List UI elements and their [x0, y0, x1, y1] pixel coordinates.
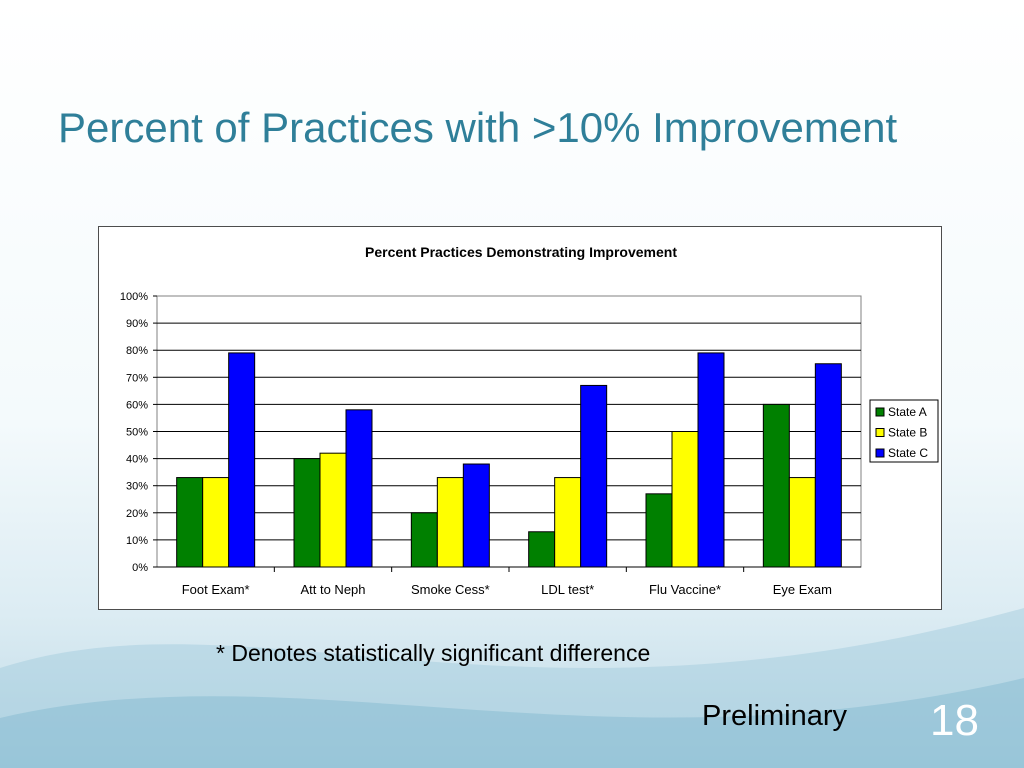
bar	[814, 363, 842, 568]
x-tick-label: Smoke Cess*	[411, 582, 490, 597]
chart-container: Percent Practices Demonstrating Improvem…	[98, 226, 942, 610]
slide-title: Percent of Practices with >10% Improveme…	[58, 104, 898, 151]
x-tick-label: LDL test*	[541, 582, 594, 597]
bar	[228, 352, 256, 568]
x-tick-label: Flu Vaccine*	[649, 582, 721, 597]
bar	[788, 477, 816, 568]
page-number: 18	[930, 696, 979, 745]
bar	[462, 463, 490, 568]
bar	[528, 531, 556, 568]
legend-label: State A	[888, 405, 927, 419]
y-tick-label: 50%	[126, 427, 148, 439]
bar	[554, 477, 582, 568]
legend-swatch	[875, 428, 885, 437]
y-tick-label: 10%	[126, 535, 148, 547]
bar-chart: Percent Practices Demonstrating Improvem…	[120, 244, 939, 597]
footnote: * Denotes statistically significant diff…	[216, 640, 651, 666]
bar	[410, 512, 438, 568]
legend-label: State B	[888, 426, 927, 440]
bar	[319, 452, 347, 568]
bar	[436, 477, 464, 568]
y-tick-label: 40%	[126, 454, 148, 466]
bar	[671, 431, 699, 568]
x-tick-label: Att to Neph	[300, 582, 365, 597]
legend-swatch	[875, 448, 885, 458]
bar	[293, 458, 321, 568]
y-tick-label: 20%	[126, 508, 148, 520]
background-wave	[0, 608, 1024, 768]
x-tick-label: Eye Exam	[773, 582, 832, 597]
x-tick-label: Foot Exam*	[182, 582, 250, 597]
bar	[645, 493, 673, 568]
y-tick-label: 80%	[126, 345, 148, 357]
legend-label: State C	[888, 446, 928, 460]
bar	[345, 409, 373, 568]
preliminary-label: Preliminary	[702, 700, 848, 732]
y-tick-label: 30%	[126, 481, 148, 493]
bar	[762, 403, 790, 568]
bar	[176, 477, 204, 568]
legend-swatch	[875, 407, 885, 417]
chart-title: Percent Practices Demonstrating Improvem…	[365, 244, 677, 260]
y-tick-label: 70%	[126, 372, 148, 384]
y-tick-label: 100%	[120, 291, 148, 303]
y-tick-label: 60%	[126, 399, 148, 411]
bar	[202, 477, 230, 568]
y-tick-label: 0%	[132, 562, 148, 574]
y-tick-label: 90%	[126, 318, 148, 330]
bar	[697, 352, 725, 568]
bar	[580, 384, 608, 568]
